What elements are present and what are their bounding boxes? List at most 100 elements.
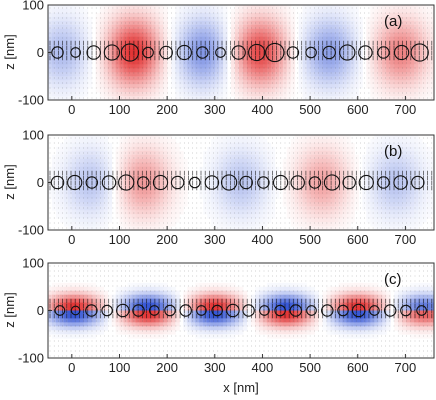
field-cell <box>378 36 383 42</box>
x-tick-label: 0 <box>68 102 75 117</box>
field-cell <box>215 186 220 191</box>
field-cell <box>207 60 212 65</box>
field-cell <box>350 16 355 22</box>
field-cell <box>242 142 248 148</box>
field-cell <box>402 68 407 73</box>
field-cell <box>143 194 148 199</box>
field-cell <box>95 64 101 69</box>
field-cell <box>219 44 224 49</box>
field-cell <box>223 194 228 199</box>
field-cell <box>330 28 335 34</box>
field-cell <box>398 36 403 42</box>
field-cell <box>239 64 244 69</box>
field-cell <box>430 80 434 85</box>
field-cell <box>426 12 431 18</box>
field-cell <box>159 40 164 45</box>
field-cell <box>274 52 280 57</box>
field-cell <box>139 56 144 61</box>
field-cell <box>246 60 252 65</box>
field-cell <box>171 178 176 183</box>
field-cell <box>139 48 144 53</box>
field-cell <box>262 24 268 30</box>
field-cell <box>95 24 101 30</box>
field-cell <box>111 20 117 26</box>
field-cell <box>131 5 136 10</box>
field-cell <box>215 28 220 34</box>
field-cell <box>167 72 172 77</box>
field-cell <box>67 138 73 144</box>
field-cell <box>430 32 434 38</box>
field-cell <box>211 142 216 148</box>
field-cell <box>223 84 228 89</box>
field-cell <box>258 48 264 53</box>
field-cell <box>95 150 101 156</box>
field-cell <box>394 52 399 57</box>
field-cell <box>250 92 256 97</box>
field-cell <box>115 60 121 65</box>
field-cell <box>131 138 136 144</box>
field-cell <box>123 5 128 10</box>
field-cell <box>87 170 93 175</box>
field-cell <box>179 190 184 195</box>
field-cell <box>418 48 423 53</box>
field-cell <box>262 68 268 73</box>
field-cell <box>79 56 85 61</box>
field-cell <box>398 28 403 34</box>
field-cell <box>231 142 236 148</box>
field-cell <box>242 202 248 207</box>
field-cell <box>199 170 204 175</box>
field-cell <box>103 44 109 49</box>
field-cell <box>163 72 168 77</box>
field-cell <box>223 20 228 26</box>
field-cell <box>410 56 415 61</box>
field-cell <box>167 28 172 34</box>
field-cell <box>59 56 65 61</box>
field-cell <box>167 210 172 215</box>
field-cell <box>71 214 77 219</box>
field-cell <box>59 60 65 65</box>
field-cell <box>119 158 125 164</box>
field-cell <box>119 8 125 14</box>
field-cell <box>354 92 359 97</box>
field-cell <box>223 12 228 18</box>
field-cell <box>250 28 256 34</box>
field-cell <box>83 138 89 144</box>
field-cell <box>266 36 272 42</box>
field-cell <box>163 40 168 45</box>
field-cell <box>143 68 148 73</box>
field-cell <box>95 154 101 160</box>
field-cell <box>199 52 204 57</box>
field-cell <box>135 146 140 152</box>
field-cell <box>358 36 363 42</box>
field-cell <box>95 60 101 65</box>
field-cell <box>51 166 57 172</box>
field-cell <box>91 218 97 223</box>
particle <box>305 46 317 59</box>
field-cell <box>187 44 192 49</box>
field-cell <box>159 80 164 85</box>
field-cell <box>342 44 347 49</box>
field-cell <box>278 84 284 89</box>
field-cell <box>322 72 327 77</box>
field-cell <box>215 16 220 22</box>
field-cell <box>223 178 228 183</box>
field-cell <box>382 64 387 69</box>
field-cell <box>127 36 132 42</box>
field-cell <box>135 186 140 191</box>
field-cell <box>79 146 85 152</box>
field-cell <box>314 88 319 93</box>
field-cell <box>199 16 204 22</box>
field-cell <box>179 28 184 34</box>
field-cell <box>394 5 399 10</box>
field-cell <box>402 28 407 34</box>
field-cell <box>75 40 81 45</box>
field-cell <box>290 76 296 81</box>
field-cell <box>306 8 312 14</box>
field-cell <box>48 76 53 81</box>
field-cell <box>75 214 81 219</box>
field-cell <box>207 84 212 89</box>
field-cell <box>223 40 228 45</box>
field-cell <box>91 210 97 215</box>
field-cell <box>242 80 248 85</box>
field-cell <box>370 64 375 69</box>
